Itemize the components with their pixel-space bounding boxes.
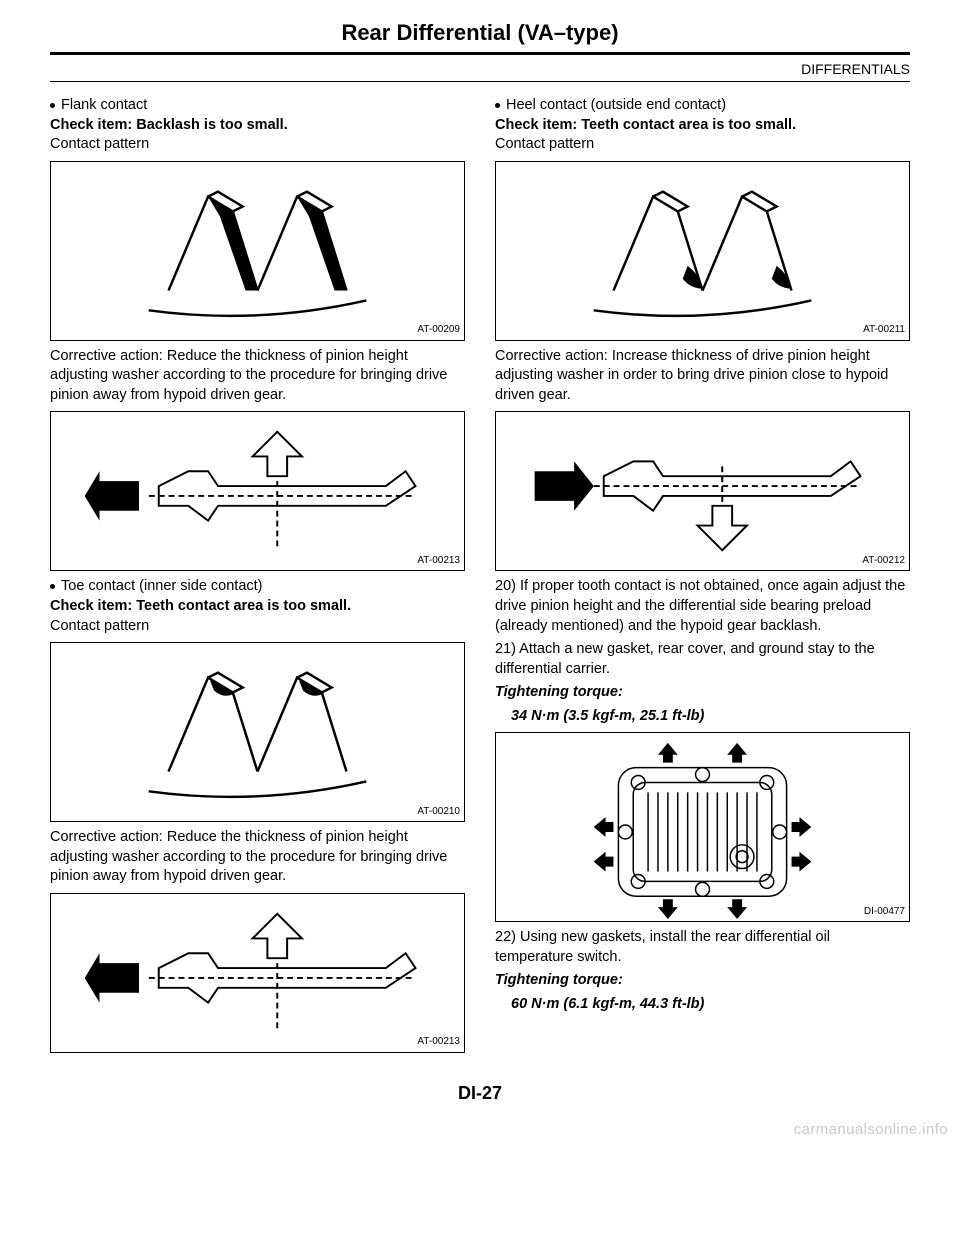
corrective-action-flank: Corrective action: Reduce the thickness …	[50, 347, 465, 406]
figure-flank-contact: AT-00209	[50, 161, 465, 341]
figure-code: AT-00212	[862, 554, 905, 568]
corrective-action-toe: Corrective action: Reduce the thickness …	[50, 828, 465, 887]
tooth-toe-svg	[51, 643, 464, 821]
step-21: 21) Attach a new gasket, rear cover, and…	[495, 640, 910, 679]
contact-pattern-label: Contact pattern	[50, 617, 465, 637]
corrective-action-heel: Corrective action: Increase thickness of…	[495, 347, 910, 406]
figure-code: AT-00210	[417, 805, 460, 819]
tooth-flank-svg	[51, 162, 464, 340]
section-header: DIFFERENTIALS	[50, 55, 910, 82]
contact-pattern-label: Contact pattern	[495, 135, 910, 155]
figure-rear-cover: DI-00477	[495, 732, 910, 922]
figure-heel-contact: AT-00211	[495, 161, 910, 341]
check-item-toe: Check item: Teeth contact area is too sm…	[50, 597, 465, 617]
torque-value-1: 34 N·m (3.5 kgf-m, 25.1 ft-lb)	[511, 707, 910, 727]
bullet-text: Heel contact (outside end contact)	[506, 96, 726, 116]
figure-code: DI-00477	[864, 905, 905, 919]
torque-value-2: 60 N·m (6.1 kgf-m, 44.3 ft-lb)	[511, 995, 910, 1015]
rear-cover-svg	[496, 733, 909, 921]
figure-pinion-adjust-1: AT-00213	[50, 411, 465, 571]
tooth-heel-svg	[496, 162, 909, 340]
page-title: Rear Differential (VA–type)	[50, 20, 910, 52]
pinion-arrow-svg	[51, 894, 464, 1052]
two-column-layout: Flank contact Check item: Backlash is to…	[50, 96, 910, 1059]
bullet-icon	[495, 103, 500, 108]
contact-pattern-label: Contact pattern	[50, 135, 465, 155]
bullet-flank: Flank contact	[50, 96, 465, 116]
figure-code: AT-00211	[863, 323, 905, 337]
bullet-heel: Heel contact (outside end contact)	[495, 96, 910, 116]
torque-label-1: Tightening torque:	[495, 683, 910, 703]
watermark: carmanualsonline.info	[794, 1121, 948, 1138]
check-item-flank: Check item: Backlash is too small.	[50, 116, 465, 136]
figure-code: AT-00213	[417, 1035, 460, 1049]
right-column: Heel contact (outside end contact) Check…	[495, 96, 910, 1059]
check-item-heel: Check item: Teeth contact area is too sm…	[495, 116, 910, 136]
bullet-icon	[50, 103, 55, 108]
left-column: Flank contact Check item: Backlash is to…	[50, 96, 465, 1059]
step-22: 22) Using new gaskets, install the rear …	[495, 928, 910, 967]
figure-code: AT-00209	[417, 323, 460, 337]
bullet-icon	[50, 584, 55, 589]
pinion-arrow-svg	[51, 412, 464, 570]
figure-code: AT-00213	[417, 554, 460, 568]
torque-label-2: Tightening torque:	[495, 971, 910, 991]
bullet-toe: Toe contact (inner side contact)	[50, 577, 465, 597]
figure-pinion-adjust-2: AT-00213	[50, 893, 465, 1053]
bullet-text: Flank contact	[61, 96, 147, 116]
page-number: DI-27	[50, 1083, 910, 1104]
bullet-text: Toe contact (inner side contact)	[61, 577, 263, 597]
step-20: 20) If proper tooth contact is not obtai…	[495, 577, 910, 636]
pinion-arrow-down-svg	[496, 412, 909, 570]
figure-toe-contact: AT-00210	[50, 642, 465, 822]
figure-pinion-adjust-3: AT-00212	[495, 411, 910, 571]
